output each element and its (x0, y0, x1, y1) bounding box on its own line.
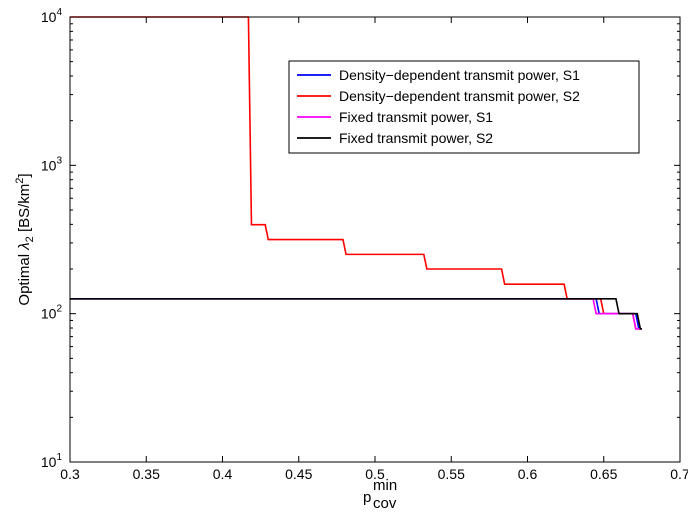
y-axis-label: Optimal λ2 [BS/km2] (14, 173, 36, 305)
series-line-3 (70, 297, 642, 330)
x-tick-label: 0.5 (365, 466, 385, 482)
x-tick-label: 0.4 (213, 466, 233, 482)
x-tick-label: 0.65 (590, 466, 617, 482)
legend: Density−dependent transmit power, S1 Dens… (288, 60, 640, 154)
y-tick-label: 102 (41, 304, 63, 322)
x-tick-label: 0.3 (60, 466, 80, 482)
series-line-4 (70, 297, 642, 330)
legend-label-2: Density−dependent transmit power, S2 (339, 88, 580, 104)
legend-label-4: Fixed transmit power, S2 (339, 130, 493, 146)
legend-box (288, 60, 640, 154)
x-tick-label: 0.55 (438, 466, 465, 482)
y-axis-label-text: Optimal λ2 [BS/km2] (14, 173, 36, 305)
series-layer (70, 16, 642, 330)
ticks-layer: 0.3 0.35 0.4 0.45 0.5 0.55 0.6 0.65 0.7 101 102 103… (41, 7, 688, 482)
x-tick-label: 0.45 (285, 466, 312, 482)
y-tick-label: 101 (41, 452, 63, 470)
x-tick-label: 0.35 (133, 466, 160, 482)
x-axis-label-sup: min (373, 477, 397, 494)
legend-label-3: Fixed transmit power, S1 (339, 109, 493, 125)
y-tick-label: 104 (41, 7, 63, 25)
y-tick-label: 103 (41, 155, 63, 173)
legend-label-1: Density−dependent transmit power, S1 (339, 67, 580, 83)
x-tick-label: 0.6 (518, 466, 538, 482)
series-line-1 (70, 297, 642, 330)
x-tick-label: 0.7 (670, 466, 688, 482)
x-axis-label-sub: cov (373, 495, 397, 512)
x-axis-label-base: p (363, 489, 371, 506)
